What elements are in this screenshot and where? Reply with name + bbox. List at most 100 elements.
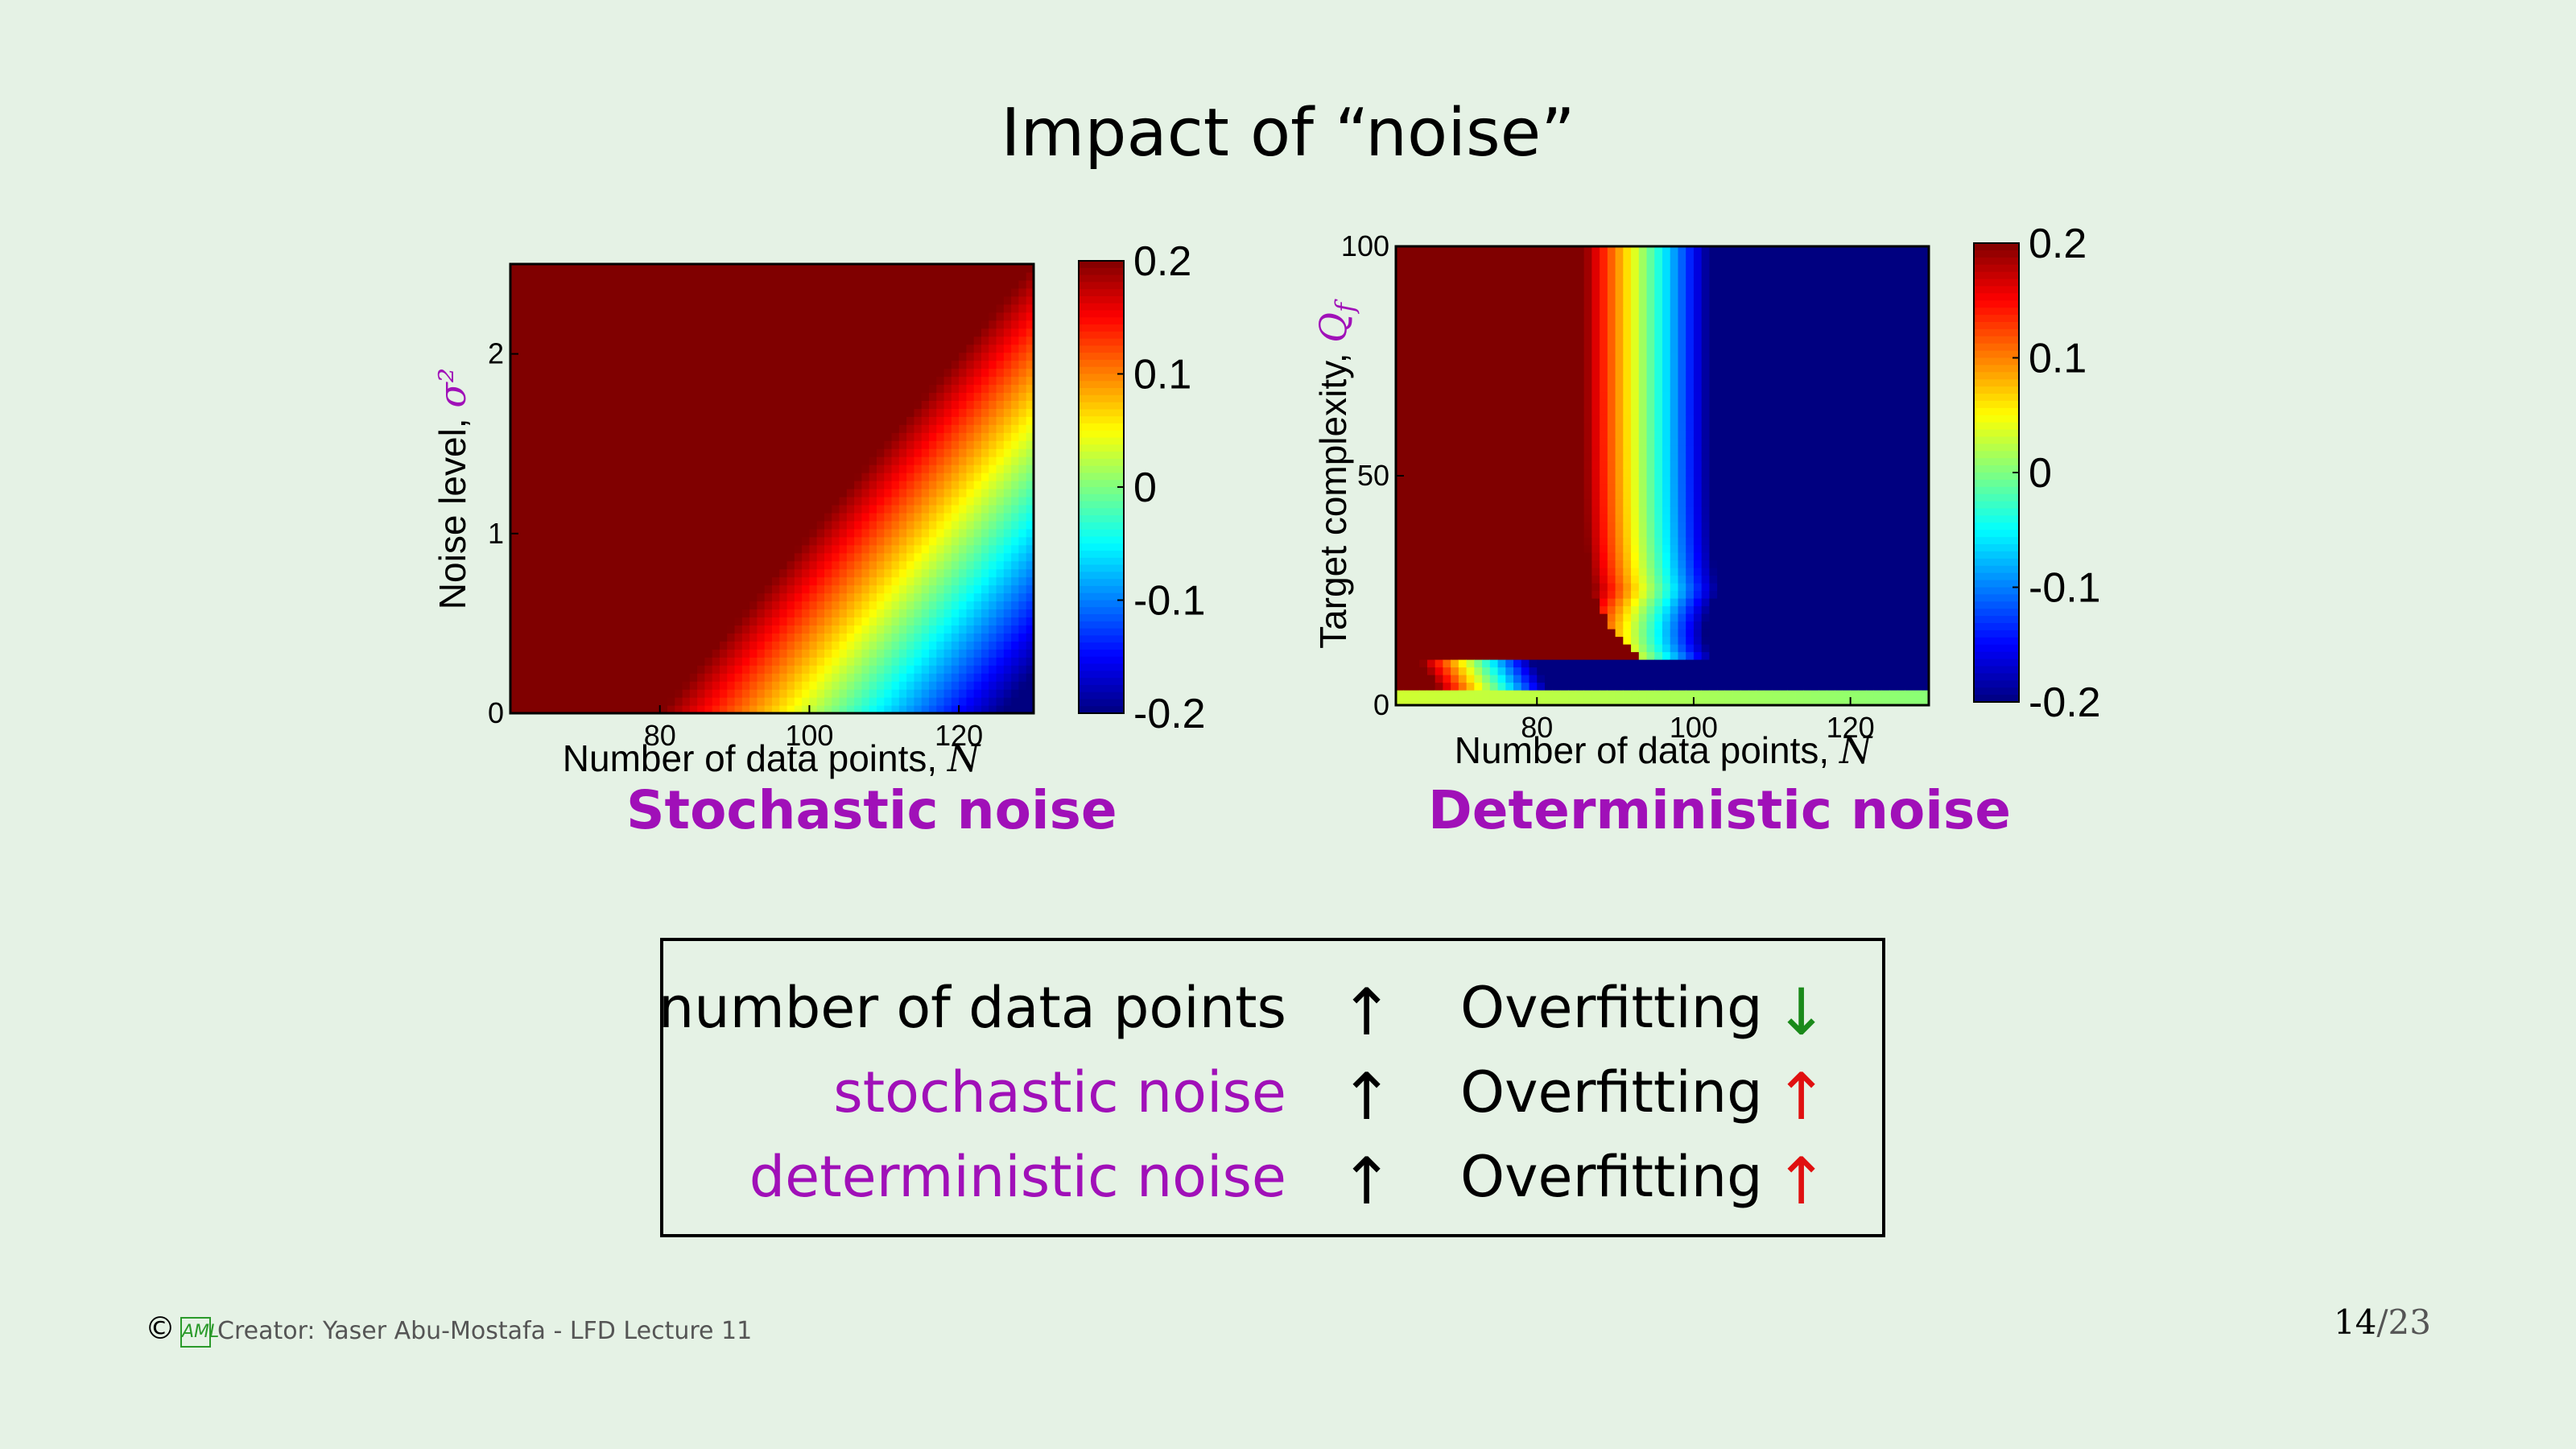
heatmap-cell — [741, 489, 750, 497]
heatmap-cell — [861, 601, 870, 610]
heatmap-cell — [989, 287, 997, 297]
heatmap-cell — [667, 568, 675, 578]
heatmap-cell — [786, 320, 795, 329]
heatmap-cell — [1505, 621, 1514, 630]
heatmap-cell — [555, 384, 564, 394]
heatmap-cell — [959, 633, 968, 642]
heatmap-cell — [809, 328, 818, 337]
heatmap-cell — [555, 432, 564, 441]
heatmap-cell — [510, 481, 518, 489]
heatmap-cell — [570, 641, 579, 650]
heatmap-cell — [704, 520, 713, 530]
heatmap-cell — [689, 496, 698, 506]
heatmap-cell — [741, 473, 750, 481]
heatmap-cell — [1426, 384, 1436, 393]
heatmap-cell — [914, 625, 923, 634]
heatmap-cell — [563, 473, 571, 481]
heatmap-cell — [1443, 559, 1451, 568]
heatmap-cell — [704, 376, 713, 386]
heatmap-cell — [839, 560, 848, 570]
heatmap-cell — [1513, 254, 1522, 262]
heatmap-cell — [592, 384, 601, 394]
heatmap-cell — [816, 344, 825, 353]
heatmap-cell — [861, 400, 870, 409]
heatmap-cell — [592, 344, 601, 353]
colorbar-cell — [1079, 353, 1124, 361]
heatmap-cell — [1426, 361, 1436, 369]
heatmap-cell — [1403, 254, 1413, 262]
heatmap-cell — [600, 552, 609, 562]
heatmap-cell — [779, 689, 788, 698]
heatmap-cell — [973, 271, 982, 281]
heatmap-cell — [1003, 448, 1012, 457]
heatmap-cell — [712, 528, 720, 538]
heatmap-cell — [1482, 682, 1491, 691]
heatmap-cell — [607, 295, 616, 305]
heatmap-cell — [966, 320, 975, 329]
heatmap-cell — [884, 416, 893, 425]
heatmap-cell — [981, 328, 989, 337]
heatmap-cell — [720, 279, 728, 289]
heatmap-cell — [1489, 262, 1499, 270]
heatmap-cell — [764, 481, 773, 489]
heatmap-cell — [637, 697, 646, 706]
heatmap-cell — [741, 320, 750, 329]
heatmap-cell — [839, 303, 848, 313]
heatmap-cell — [959, 360, 968, 369]
heatmap-cell — [577, 287, 586, 297]
heatmap-cell — [600, 512, 609, 522]
heatmap-cell — [637, 384, 646, 394]
heatmap-cell — [675, 697, 683, 706]
heatmap-cell — [592, 697, 601, 706]
heatmap-cell — [592, 649, 601, 658]
heatmap-cell — [779, 536, 788, 546]
heatmap-cell — [794, 464, 803, 473]
heatmap-cell — [832, 633, 840, 642]
heatmap-cell — [592, 560, 601, 570]
heatmap-cell — [809, 512, 818, 522]
heatmap-cell — [824, 368, 832, 378]
heatmap-cell — [1497, 269, 1506, 278]
heatmap-cell — [839, 328, 848, 337]
heatmap-cell — [652, 271, 661, 281]
heatmap-cell — [1451, 697, 1459, 706]
heatmap-cell — [951, 649, 960, 658]
heatmap-cell — [584, 697, 593, 706]
heatmap-cell — [861, 271, 870, 281]
heatmap-cell — [839, 456, 848, 465]
heatmap-cell — [547, 489, 556, 497]
heatmap-cell — [861, 312, 870, 321]
heatmap-cell — [630, 295, 638, 305]
heatmap-cell — [1435, 483, 1444, 492]
heatmap-cell — [622, 528, 631, 538]
heatmap-cell — [936, 312, 945, 321]
heatmap-cell — [518, 512, 526, 522]
heatmap-cell — [779, 303, 788, 313]
heatmap-cell — [592, 609, 601, 618]
heatmap-cell — [1011, 352, 1020, 361]
heatmap-cell — [547, 448, 556, 457]
heatmap-cell — [555, 416, 564, 425]
heatmap-cell — [540, 689, 549, 698]
heatmap-cell — [921, 681, 930, 690]
y-axis-label: Noise level, σ² — [431, 368, 474, 609]
heatmap-cell — [570, 528, 579, 538]
heatmap-cell — [786, 496, 795, 506]
heatmap-cell — [1411, 399, 1420, 408]
heatmap-cell — [1396, 690, 1405, 699]
heatmap-cell — [1403, 605, 1413, 614]
heatmap-cell — [809, 448, 818, 457]
heatmap-cell — [1419, 369, 1428, 378]
heatmap-cell — [1426, 544, 1436, 553]
heatmap-cell — [720, 481, 728, 489]
heatmap-cell — [600, 657, 609, 666]
heatmap-cell — [898, 424, 907, 433]
heatmap-cell — [689, 504, 698, 514]
heatmap-cell — [1403, 338, 1413, 347]
heatmap-cell — [525, 271, 534, 281]
heatmap-cell — [1482, 330, 1491, 339]
heatmap-cell — [720, 568, 728, 578]
heatmap-cell — [772, 528, 780, 538]
heatmap-cell — [1403, 330, 1413, 339]
heatmap-cell — [712, 344, 720, 353]
